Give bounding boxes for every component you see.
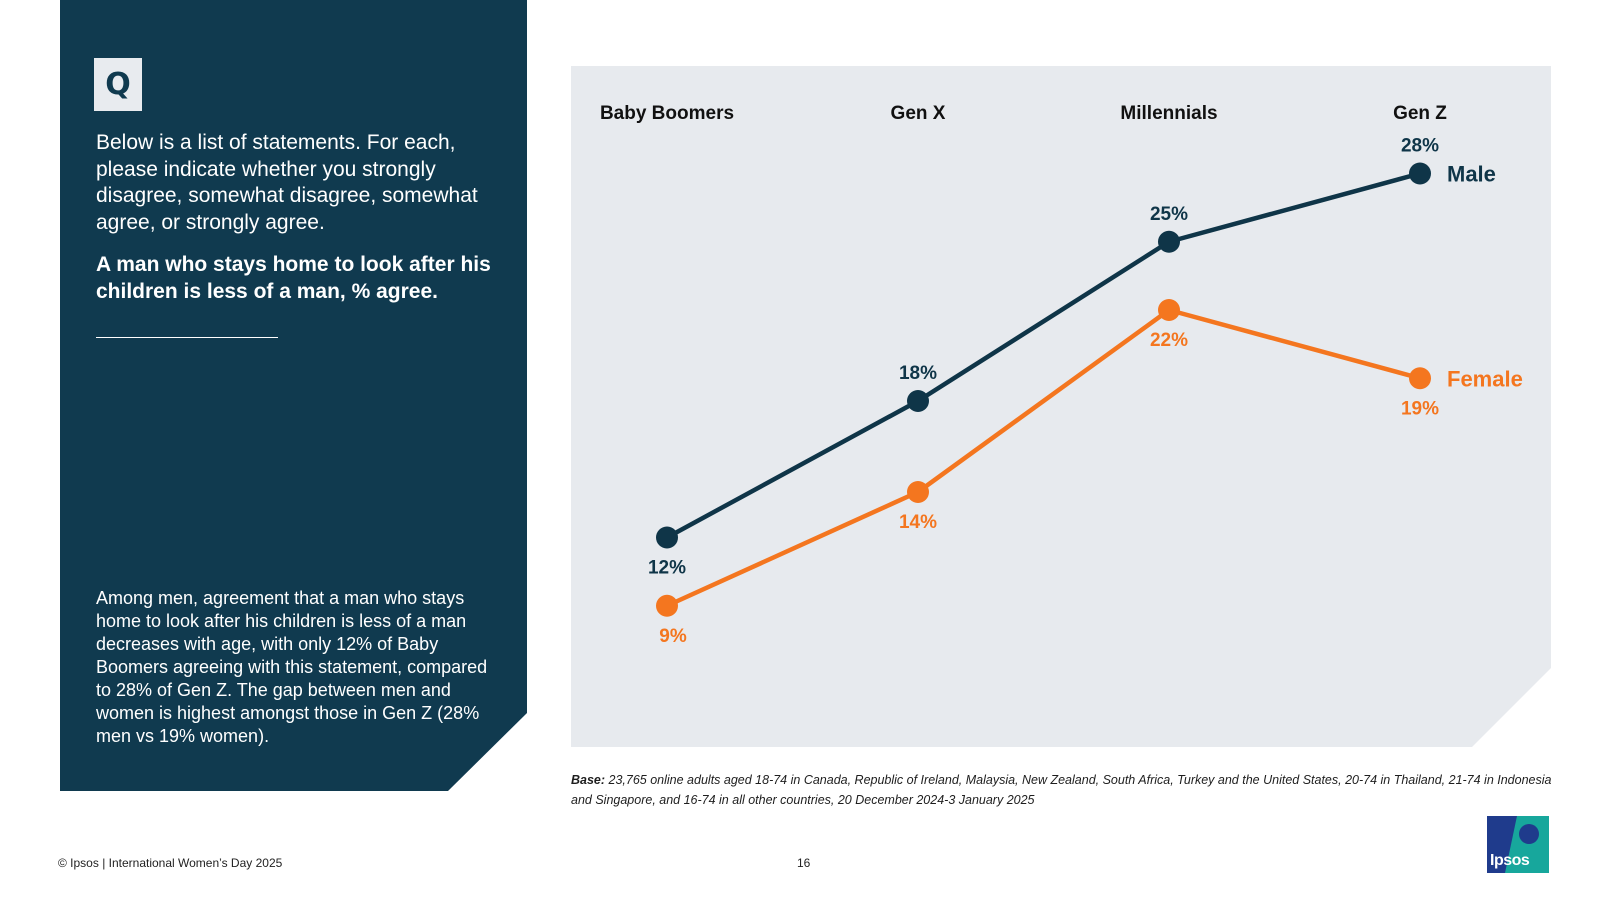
data-point-female bbox=[907, 481, 929, 503]
data-label-male: 25% bbox=[1150, 204, 1188, 225]
data-point-female bbox=[1409, 367, 1431, 390]
data-point-male bbox=[1158, 230, 1180, 253]
base-note: Base: 23,765 online adults aged 18-74 in… bbox=[571, 770, 1561, 810]
data-label-female: 19% bbox=[1401, 398, 1439, 419]
category-label-millennials: Millennials bbox=[1120, 103, 1217, 124]
category-label-gen-z: Gen Z bbox=[1393, 103, 1447, 124]
data-point-female bbox=[656, 594, 678, 617]
data-label-female: 9% bbox=[659, 626, 687, 647]
data-point-male bbox=[656, 526, 678, 549]
series-line-female bbox=[666, 307, 1421, 608]
data-label-male: 18% bbox=[899, 363, 937, 384]
question-badge: Q bbox=[94, 58, 142, 111]
base-label: Base: bbox=[571, 773, 606, 787]
category-label-baby-boomers: Baby Boomers bbox=[600, 103, 734, 124]
footer-copyright: © Ipsos | International Women’s Day 2025 bbox=[58, 856, 283, 870]
data-point-female bbox=[1158, 299, 1180, 321]
series-name-male: Male bbox=[1447, 162, 1496, 187]
statement-text: A man who stays home to look after his c… bbox=[96, 253, 491, 303]
data-label-male: 28% bbox=[1401, 136, 1439, 157]
base-text: 23,765 online adults aged 18-74 in Canad… bbox=[571, 773, 1552, 807]
data-point-male bbox=[1409, 162, 1431, 185]
category-label-gen-x: Gen X bbox=[891, 103, 946, 124]
question-text: Below is a list of statements. For each,… bbox=[96, 131, 478, 234]
question-panel bbox=[60, 0, 527, 791]
ipsos-logo: Ipsos bbox=[1487, 816, 1549, 873]
series-name-female: Female bbox=[1447, 366, 1523, 391]
logo-mark bbox=[1505, 816, 1549, 873]
divider bbox=[96, 337, 278, 338]
data-label-female: 14% bbox=[899, 512, 937, 533]
data-label-female: 22% bbox=[1150, 330, 1188, 351]
series-line-male bbox=[665, 171, 1421, 540]
summary-text: Among men, agreement that a man who stay… bbox=[96, 588, 488, 746]
data-label-male: 12% bbox=[648, 558, 686, 579]
logo-text: Ipsos bbox=[1490, 852, 1530, 869]
chart-background bbox=[571, 66, 1551, 747]
data-point-male bbox=[907, 390, 929, 412]
page-number: 16 bbox=[797, 856, 811, 870]
